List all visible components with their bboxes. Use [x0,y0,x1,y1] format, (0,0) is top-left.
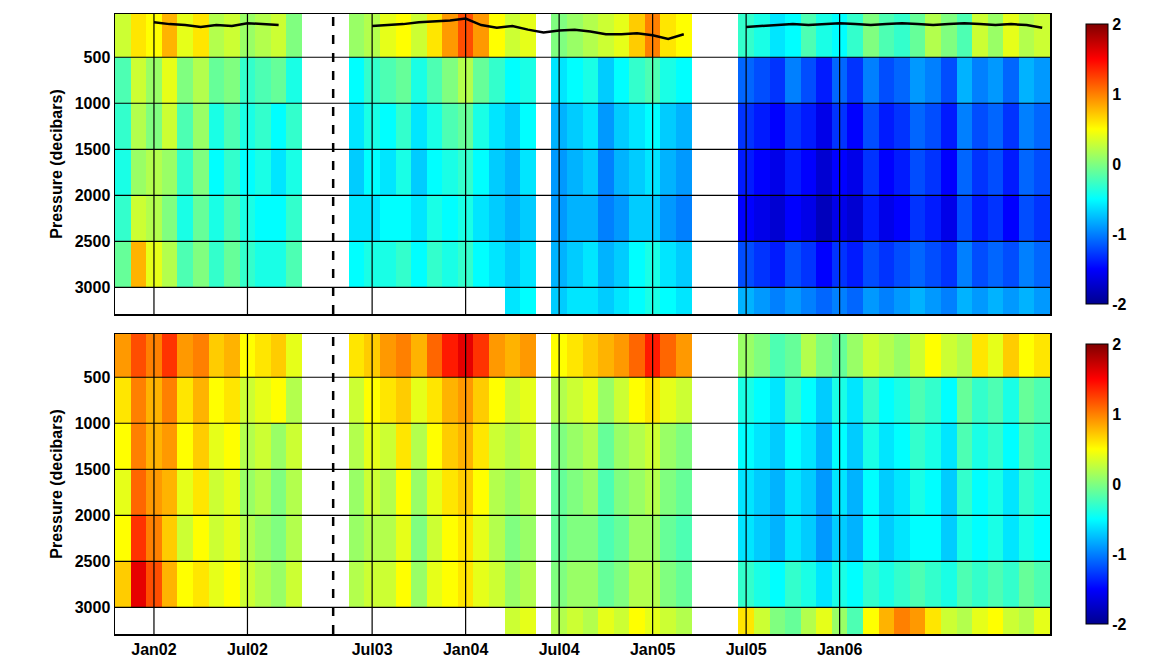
svg-text:-1: -1 [1112,226,1126,243]
svg-text:1000: 1000 [75,95,111,112]
svg-text:Jul02: Jul02 [227,641,268,658]
svg-text:2000: 2000 [75,507,111,524]
svg-text:Jul03: Jul03 [352,641,393,658]
svg-text:2000: 2000 [75,187,111,204]
svg-text:2: 2 [1112,336,1121,353]
svg-text:500: 500 [84,369,111,386]
svg-text:2: 2 [1112,16,1121,33]
svg-text:0: 0 [1112,156,1121,173]
svg-text:-2: -2 [1112,616,1126,633]
svg-text:500: 500 [84,49,111,66]
svg-text:Jul05: Jul05 [726,641,767,658]
svg-text:1500: 1500 [75,461,111,478]
svg-text:2500: 2500 [75,233,111,250]
svg-text:Jan02: Jan02 [131,641,176,658]
svg-text:3000: 3000 [75,599,111,616]
svg-text:Pressure (decibars): Pressure (decibars) [48,409,65,558]
svg-text:Pressure (decibars): Pressure (decibars) [48,89,65,238]
svg-text:1: 1 [1112,406,1121,423]
svg-text:Jan05: Jan05 [630,641,675,658]
svg-text:Jan06: Jan06 [817,641,862,658]
svg-text:1500: 1500 [75,141,111,158]
svg-text:Jul04: Jul04 [539,641,580,658]
svg-text:Jan04: Jan04 [443,641,488,658]
svg-text:-1: -1 [1112,546,1126,563]
svg-text:0: 0 [1112,476,1121,493]
svg-text:2500: 2500 [75,553,111,570]
svg-text:1000: 1000 [75,415,111,432]
svg-text:1: 1 [1112,86,1121,103]
svg-text:3000: 3000 [75,279,111,296]
svg-text:-2: -2 [1112,296,1126,313]
